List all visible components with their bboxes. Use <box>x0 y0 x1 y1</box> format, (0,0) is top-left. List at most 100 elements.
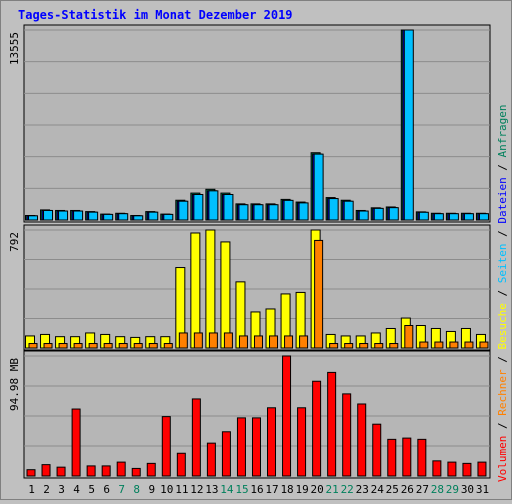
bar-rechner-day-9 <box>148 343 158 349</box>
bar-volumen-day-7 <box>116 461 126 477</box>
bar-seiten-day-12 <box>193 193 204 221</box>
bar-seiten-day-13 <box>208 190 219 221</box>
bar-rechner-day-23 <box>359 343 369 349</box>
bar-seiten-day-24 <box>373 207 384 221</box>
bar-rechner-day-14 <box>223 332 233 349</box>
bar-volumen-day-21 <box>327 371 337 477</box>
bar-seiten-day-18 <box>283 199 294 221</box>
bar-rechner-day-30 <box>464 341 474 349</box>
legend-item: Dateien <box>496 177 509 223</box>
x-tick-label: 4 <box>73 483 80 496</box>
x-tick-label: 16 <box>250 483 263 496</box>
bar-seiten-day-20 <box>313 153 324 221</box>
panel-kbytes: 94.98 MB <box>8 350 491 479</box>
x-tick-label: 14 <box>220 483 234 496</box>
bar-rechner-day-31 <box>479 341 489 349</box>
bar-seiten-day-19 <box>298 202 309 221</box>
x-tick-label: 5 <box>88 483 95 496</box>
right-legend: Volumen / Rechner / Besuche / Seiten / D… <box>496 104 509 482</box>
bar-rechner-day-5 <box>88 343 98 349</box>
x-tick-label: 15 <box>235 483 248 496</box>
x-tick-label: 30 <box>461 483 474 496</box>
bar-seiten-day-14 <box>223 193 234 221</box>
bar-rechner-day-18 <box>284 335 294 349</box>
x-tick-label: 17 <box>265 483 278 496</box>
legend-separator: / <box>496 283 509 303</box>
legend-separator: / <box>496 157 509 177</box>
x-tick-label: 18 <box>280 483 293 496</box>
bar-volumen-day-12 <box>191 398 201 477</box>
x-tick-label: 27 <box>416 483 429 496</box>
bar-volumen-day-6 <box>101 465 111 477</box>
bar-seiten-day-5 <box>88 211 99 221</box>
max-value-label: 94.98 MB <box>8 358 21 411</box>
bar-volumen-day-17 <box>267 407 277 477</box>
x-tick-label: 25 <box>386 483 399 496</box>
bar-volumen-day-29 <box>447 461 457 477</box>
bar-rechner-day-16 <box>253 335 263 349</box>
bar-volumen-day-15 <box>236 417 246 477</box>
bar-rechner-day-25 <box>389 343 399 349</box>
x-tick-label: 19 <box>295 483 308 496</box>
legend-separator: / <box>496 350 509 370</box>
bar-volumen-day-9 <box>146 462 156 477</box>
bar-seiten-day-4 <box>73 210 84 221</box>
legend-item: Rechner <box>496 369 509 416</box>
max-value-label: 792 <box>8 232 21 252</box>
bar-rechner-day-27 <box>419 341 429 349</box>
bar-seiten-day-21 <box>328 198 339 221</box>
panel-background <box>23 24 491 223</box>
bar-volumen-day-22 <box>342 393 352 477</box>
x-tick-label: 24 <box>371 483 385 496</box>
bar-volumen-day-24 <box>372 423 382 477</box>
legend-text: Volumen / Rechner / Besuche / Seiten / D… <box>496 104 509 482</box>
bar-rechner-day-24 <box>374 343 384 349</box>
bar-volumen-day-28 <box>432 460 442 477</box>
bar-volumen-day-13 <box>206 442 216 477</box>
bar-seiten-day-3 <box>58 210 69 221</box>
bar-volumen-day-2 <box>41 464 51 477</box>
bar-rechner-day-12 <box>193 332 203 349</box>
bar-seiten-day-15 <box>238 204 249 221</box>
bar-rechner-day-7 <box>118 343 128 349</box>
bar-seiten-day-6 <box>103 213 114 221</box>
bar-volumen-day-30 <box>462 462 472 477</box>
max-value-label: 13555 <box>8 32 21 65</box>
bar-rechner-day-19 <box>299 335 309 349</box>
x-tick-label: 31 <box>476 483 489 496</box>
bar-rechner-day-20 <box>314 239 324 349</box>
bar-seiten-day-23 <box>358 210 369 221</box>
bar-volumen-day-19 <box>297 407 307 477</box>
bar-seiten-day-9 <box>148 211 159 221</box>
x-tick-label: 7 <box>118 483 125 496</box>
x-tick-label: 21 <box>326 483 339 496</box>
chart-title: Tages-Statistik im Monat Dezember 2019 <box>18 8 293 22</box>
bar-besuche-day-12 <box>190 232 201 349</box>
legend-separator: / <box>496 224 509 244</box>
bar-seiten-day-1 <box>28 215 38 221</box>
bar-seiten-day-8 <box>133 215 144 221</box>
bar-volumen-day-26 <box>402 437 412 477</box>
bar-rechner-day-15 <box>238 335 248 349</box>
legend-item: Volumen <box>496 436 509 482</box>
x-tick-label: 11 <box>175 483 188 496</box>
bar-seiten-day-29 <box>448 213 459 221</box>
bar-volumen-day-5 <box>86 465 96 477</box>
bar-rechner-day-8 <box>133 343 143 349</box>
bar-rechner-day-21 <box>329 343 339 349</box>
bar-rechner-day-4 <box>73 343 83 349</box>
panel-hits-files-pages: 13555 <box>8 24 491 223</box>
x-tick-label: 10 <box>160 483 173 496</box>
x-tick-label: 3 <box>58 483 65 496</box>
bar-rechner-day-11 <box>178 332 188 349</box>
bar-rechner-day-26 <box>404 325 414 349</box>
bar-rechner-day-13 <box>208 332 218 349</box>
x-tick-label: 23 <box>356 483 369 496</box>
bar-seiten-day-30 <box>463 213 474 221</box>
bar-besuche-day-13 <box>205 229 216 349</box>
x-tick-label: 28 <box>431 483 444 496</box>
bar-rechner-day-22 <box>344 343 354 349</box>
bar-seiten-day-31 <box>478 213 489 221</box>
